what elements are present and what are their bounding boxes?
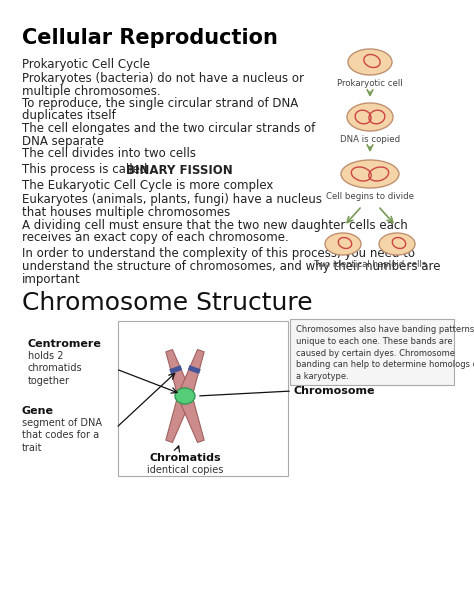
Text: Chromatids: Chromatids	[149, 453, 221, 463]
Text: In order to understand the complexity of this process, you need to: In order to understand the complexity of…	[22, 248, 415, 261]
Ellipse shape	[325, 233, 361, 255]
Text: Two identical haploid cells: Two identical haploid cells	[314, 260, 426, 269]
Text: The Eukaryotic Cell Cycle is more complex: The Eukaryotic Cell Cycle is more comple…	[22, 180, 273, 192]
Text: Chromosomes also have banding patterns
unique to each one. These bands are
cause: Chromosomes also have banding patterns u…	[296, 325, 474, 381]
Polygon shape	[166, 394, 191, 443]
Text: The cell divides into two cells: The cell divides into two cells	[22, 147, 196, 160]
FancyBboxPatch shape	[290, 319, 454, 385]
Ellipse shape	[347, 103, 393, 131]
Text: To reproduce, the single circular strand of DNA: To reproduce, the single circular strand…	[22, 97, 298, 110]
Text: multiple chromosomes.: multiple chromosomes.	[22, 85, 161, 97]
Polygon shape	[166, 349, 191, 398]
Text: Centromere: Centromere	[28, 339, 102, 349]
Text: understand the structure of chromosomes, and why their numbers are: understand the structure of chromosomes,…	[22, 260, 440, 273]
Ellipse shape	[175, 388, 195, 404]
Text: Chromosome: Chromosome	[294, 386, 375, 396]
Text: that houses multiple chromosomes: that houses multiple chromosomes	[22, 206, 230, 219]
Polygon shape	[178, 394, 204, 443]
Bar	[118, 321, 288, 476]
Text: receives an exact copy of each chromosome.: receives an exact copy of each chromosom…	[22, 231, 289, 244]
Polygon shape	[178, 349, 204, 398]
Text: Prokaryotic Cell Cycle: Prokaryotic Cell Cycle	[22, 58, 150, 71]
Polygon shape	[169, 365, 182, 374]
Ellipse shape	[379, 233, 415, 255]
Text: The cell elongates and the two circular strands of: The cell elongates and the two circular …	[22, 122, 315, 135]
Text: This process is called: This process is called	[22, 164, 151, 177]
Text: Prokaryotes (bacteria) do not have a nucleus or: Prokaryotes (bacteria) do not have a nuc…	[22, 72, 304, 85]
Text: important: important	[22, 273, 81, 286]
Text: Chromosome Structure: Chromosome Structure	[22, 291, 313, 315]
Text: Prokaryotic cell: Prokaryotic cell	[337, 79, 403, 88]
Ellipse shape	[341, 160, 399, 188]
Ellipse shape	[348, 49, 392, 75]
Polygon shape	[188, 365, 201, 374]
Text: Cellular Reproduction: Cellular Reproduction	[22, 28, 278, 48]
Text: DNA is copied: DNA is copied	[340, 135, 400, 144]
Text: Gene: Gene	[22, 406, 54, 416]
Text: DNA separate: DNA separate	[22, 134, 104, 148]
Text: Eukaryotes (animals, plants, fungi) have a nucleus: Eukaryotes (animals, plants, fungi) have…	[22, 194, 322, 207]
Text: duplicates itself: duplicates itself	[22, 110, 116, 123]
Text: Cell begins to divide: Cell begins to divide	[326, 192, 414, 201]
Text: BINARY FISSION: BINARY FISSION	[126, 164, 233, 177]
Text: segment of DNA
that codes for a
trait: segment of DNA that codes for a trait	[22, 418, 102, 453]
Text: identical copies: identical copies	[147, 465, 223, 475]
Text: holds 2
chromatids
together: holds 2 chromatids together	[28, 351, 82, 386]
Text: A dividing cell must ensure that the two new daughter cells each: A dividing cell must ensure that the two…	[22, 218, 408, 232]
